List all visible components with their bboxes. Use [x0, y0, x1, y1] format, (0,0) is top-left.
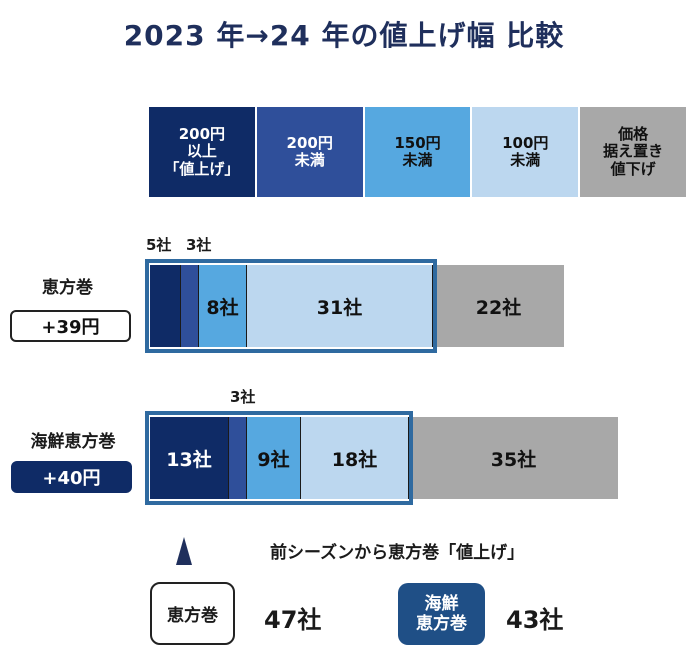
summary-box-kaisen: 海鮮 恵方巻 [398, 583, 485, 645]
up-arrow-icon [176, 537, 192, 565]
bar-segment: 13社 [150, 417, 228, 499]
summary-box-ehomaki: 恵方巻 [150, 582, 235, 645]
bar-segment: 8社 [198, 265, 246, 347]
bar-segment [180, 265, 198, 347]
legend-text: 未満 [402, 151, 433, 169]
legend-text: 「値上げ」 [164, 159, 240, 178]
bar-segment [228, 417, 246, 499]
avg-change-badge-ehomaki: +39円 [10, 310, 131, 342]
bar-row-kaisen-ehomaki: 13社 9社 18社 35社 [150, 417, 618, 499]
legend-item-under-200: 200円 未満 [254, 107, 363, 197]
legend-text: 150円 [394, 133, 441, 152]
bar-segment [150, 265, 180, 347]
legend-item-200-over: 200円 以上 「値上げ」 [149, 107, 255, 197]
outside-label-3: 3社 [186, 236, 212, 254]
legend-text: 以上 [186, 142, 217, 161]
summary-box-text: 恵方巻 [416, 614, 467, 634]
legend: 200円 以上 「値上げ」 200円 未満 150円 未満 100円 未満 価格… [149, 107, 686, 197]
legend-text: 200円 [178, 125, 226, 144]
legend-item-flat-or-down: 価格 据え置き 値下げ [578, 107, 686, 197]
legend-text: 未満 [510, 151, 541, 169]
legend-item-under-100: 100円 未満 [470, 107, 579, 197]
row-label-kaisen-ehomaki: 海鮮恵方巻 [30, 432, 116, 452]
legend-text: 未満 [294, 151, 325, 169]
summary-note: 前シーズンから恵方巻「値上げ」 [270, 543, 525, 563]
bar-segment: 31社 [246, 265, 432, 347]
legend-item-under-150: 150円 未満 [362, 107, 471, 197]
bar-segment: 9社 [246, 417, 300, 499]
bar-segment: 35社 [408, 417, 618, 499]
legend-text: 100円 [502, 133, 549, 152]
outside-label-5: 5社 [146, 236, 172, 254]
row-label-ehomaki: 恵方巻 [42, 278, 93, 298]
summary-count-kaisen: 43社 [506, 606, 564, 634]
avg-change-badge-kaisen: +40円 [11, 461, 132, 493]
legend-text: 値下げ [610, 159, 656, 178]
summary-box-text: 海鮮 [424, 593, 459, 614]
bar-segment: 18社 [300, 417, 408, 499]
bar-segment: 22社 [432, 265, 564, 347]
bar-row-ehomaki: 8社 31社 22社 [150, 265, 564, 347]
chart-title: 2023 年→24 年の値上げ幅 比較 [123, 19, 565, 52]
legend-text: 200円 [286, 133, 333, 152]
legend-text: 価格 [618, 125, 649, 144]
outside-label-3: 3社 [230, 388, 256, 406]
summary-count-ehomaki: 47社 [264, 606, 322, 634]
legend-text: 据え置き [603, 142, 664, 161]
